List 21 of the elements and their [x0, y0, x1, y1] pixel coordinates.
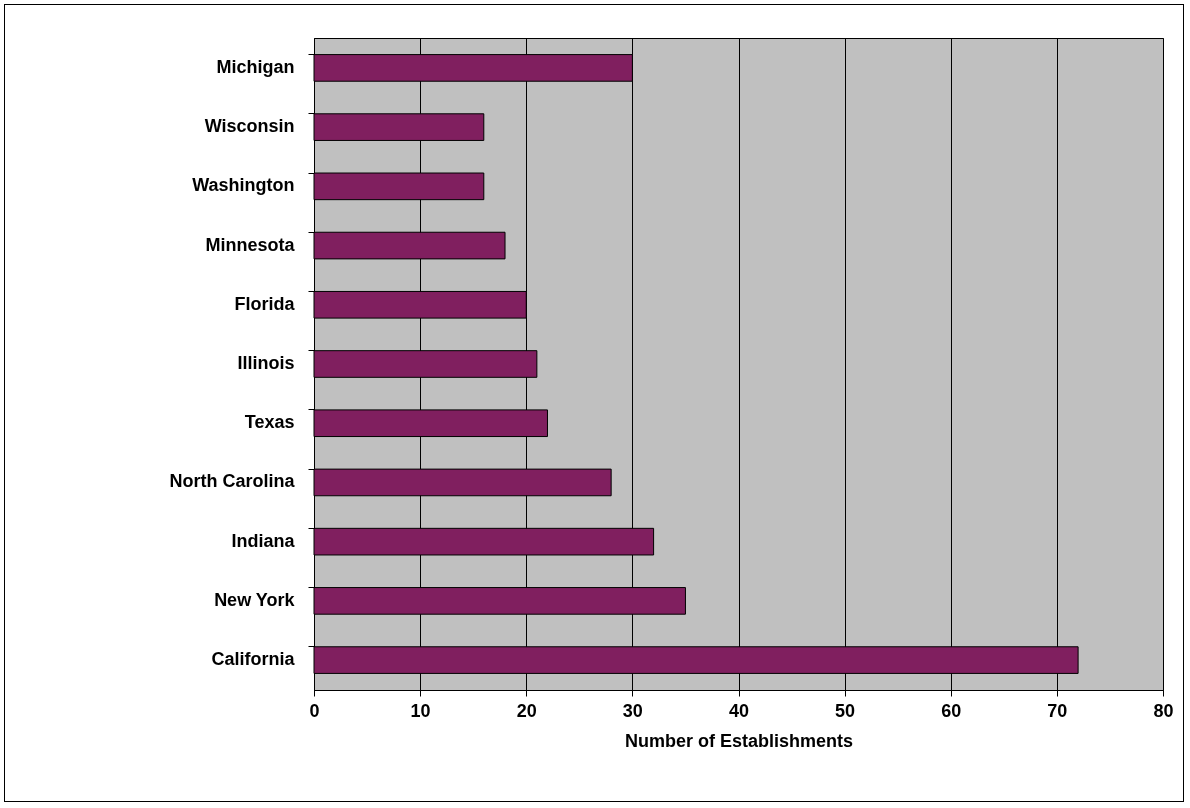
y-tick-label: Michigan — [216, 56, 295, 77]
y-tick-label: Wisconsin — [204, 116, 295, 137]
y-tick-label: Texas — [244, 412, 295, 433]
x-tick-label: 0 — [309, 700, 320, 721]
y-tick-label: New York — [214, 589, 296, 610]
y-tick-label: Florida — [234, 293, 296, 314]
x-axis-title: Number of Establishments — [624, 730, 854, 751]
x-tick-label: 10 — [410, 700, 431, 721]
y-tick-label: Washington — [192, 175, 295, 196]
x-tick-label: 60 — [941, 700, 962, 721]
x-tick-label: 50 — [835, 700, 856, 721]
y-tick-label: Illinois — [237, 353, 295, 373]
y-tick-label: North Carolina — [169, 471, 296, 492]
y-tick-label: Minnesota — [205, 234, 296, 255]
x-tick-label: 80 — [1153, 700, 1174, 721]
y-tick-label: California — [211, 649, 296, 670]
y-tick-label: Indiana — [231, 530, 296, 551]
x-tick-label: 40 — [728, 700, 750, 721]
x-tick-label: 30 — [622, 700, 643, 721]
x-tick-label: 70 — [1047, 700, 1068, 721]
x-tick-label: 20 — [516, 700, 537, 721]
